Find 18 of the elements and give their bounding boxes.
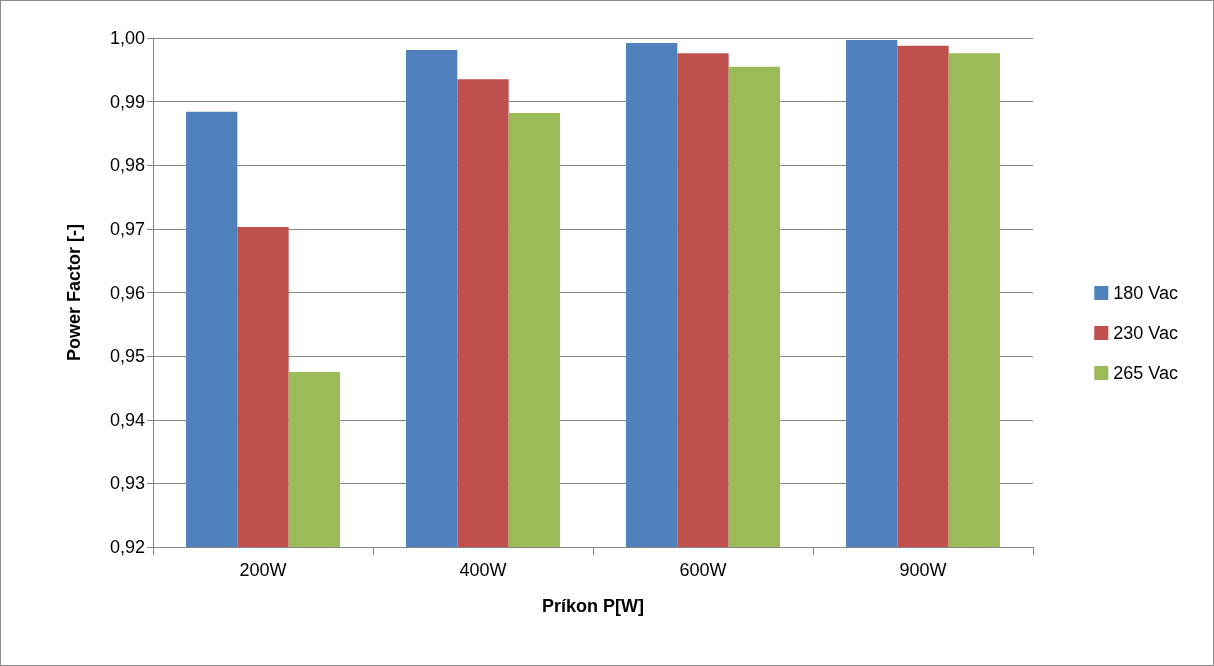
y-tick-label: 0,96 xyxy=(109,282,145,303)
y-tick-label: 0,93 xyxy=(109,473,145,494)
y-tick-label: 0,99 xyxy=(109,91,145,112)
y-axis-title: Power Factor [-] xyxy=(64,223,84,362)
legend-label: 180 Vac xyxy=(1113,283,1178,303)
x-tick-label: 400W xyxy=(459,560,507,580)
legend-label: 265 Vac xyxy=(1113,363,1178,383)
y-tick-label: 0,98 xyxy=(109,155,145,176)
x-axis-title: Príkon P[W] xyxy=(542,596,644,616)
y-tick-label: 0,94 xyxy=(109,409,145,430)
y-tick-label: 1,00 xyxy=(109,28,145,48)
y-tick-label: 0,95 xyxy=(109,346,145,367)
y-tick-label: 0,92 xyxy=(109,537,145,557)
x-tick-label: 600W xyxy=(679,560,727,580)
y-tick-label: 0,97 xyxy=(109,218,145,239)
x-tick-label: 200W xyxy=(239,560,287,580)
x-tick-label: 900W xyxy=(899,560,947,580)
legend-label: 230 Vac xyxy=(1113,323,1178,343)
